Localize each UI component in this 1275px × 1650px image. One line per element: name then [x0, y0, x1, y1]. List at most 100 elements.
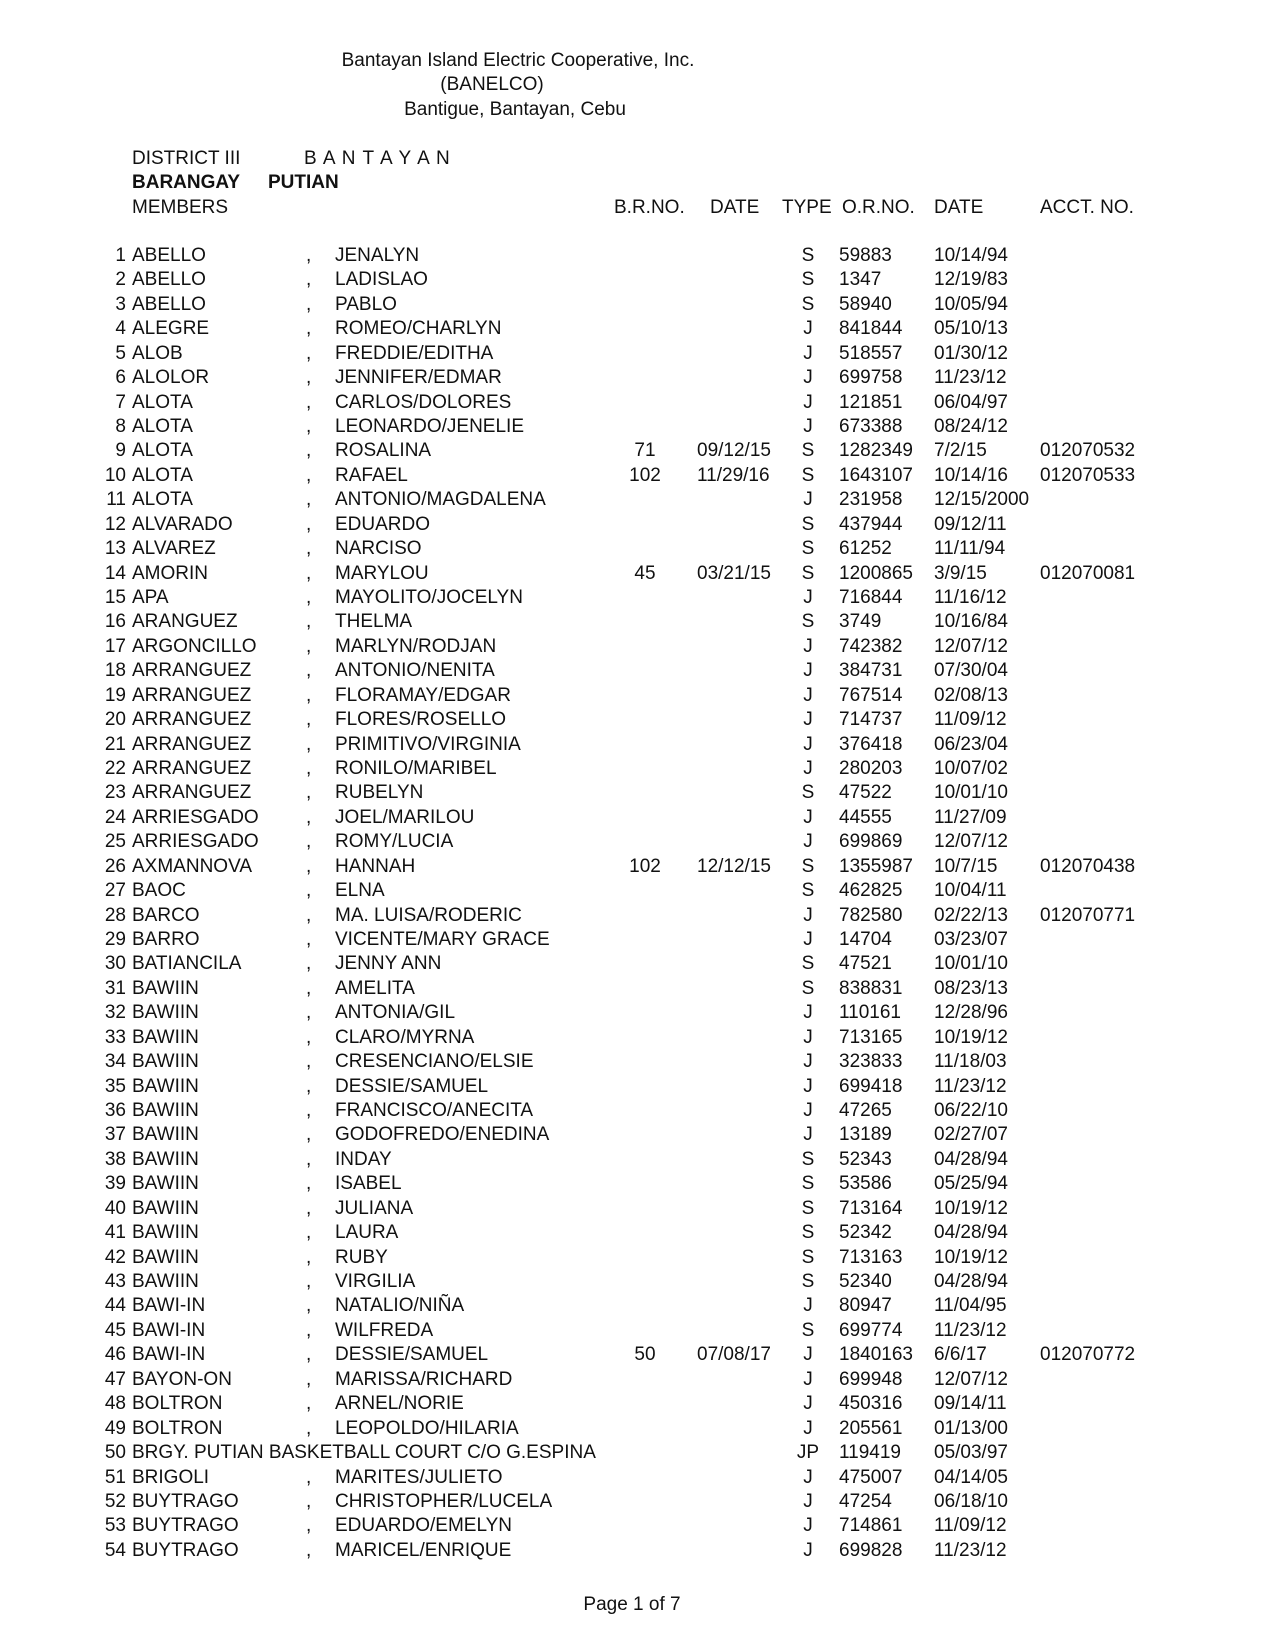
separator-comma: ,: [306, 1148, 312, 1170]
surname: ALOTA: [132, 391, 193, 413]
given-names: PRIMITIVO/VIRGINIA: [335, 733, 521, 755]
or-number: 52343: [839, 1148, 892, 1170]
table-row: 53 BUYTRAGO, EDUARDO/EMELYN J 714861 11/09/12: [0, 1515, 1275, 1539]
member-type: S: [801, 782, 815, 804]
given-names: NATALIO/NIÑA: [335, 1295, 465, 1317]
member-type: S: [801, 269, 815, 291]
row-number: 12: [104, 513, 126, 535]
surname: AMORIN: [132, 562, 208, 584]
member-type: S: [801, 1246, 815, 1268]
surname: ALOB: [132, 342, 183, 364]
table-row: 8 ALOTA, LEONARDO/JENELIE J 673388 08/24/12: [0, 416, 1275, 440]
row-number: 44: [104, 1295, 126, 1317]
member-type: J: [803, 660, 813, 682]
or-date: 10/01/10: [934, 782, 1008, 804]
surname: BAWIIN: [132, 1051, 199, 1073]
table-row: 50 BRGY. PUTIAN BASKETBALL COURT C/O G.ES…: [0, 1442, 1275, 1466]
surname: BAWIIN: [132, 1075, 199, 1097]
given-names: HANNAH: [335, 855, 416, 877]
given-names: DESSIE/SAMUEL: [335, 1075, 489, 1097]
given-names: FLORAMAY/EDGAR: [335, 684, 511, 706]
member-type: J: [803, 587, 813, 609]
given-names: VIRGILIA: [335, 1271, 416, 1293]
row-number: 2: [115, 269, 126, 291]
row-number: 42: [104, 1246, 126, 1268]
surname: BARCO: [132, 904, 200, 926]
member-type: J: [803, 489, 813, 511]
row-number: 43: [104, 1271, 126, 1293]
or-number: 384731: [839, 660, 903, 682]
surname: ALEGRE: [132, 318, 210, 340]
or-number: 80947: [839, 1295, 892, 1317]
surname: ARRANGUEZ: [132, 660, 252, 682]
member-type: S: [801, 880, 815, 902]
given-names: GODOFREDO/ENEDINA: [335, 1124, 550, 1146]
or-number: 716844: [839, 587, 903, 609]
or-date: 11/09/12: [934, 709, 1007, 731]
or-date: 12/07/12: [934, 1368, 1008, 1390]
or-date: 04/28/94: [934, 1148, 1008, 1170]
row-number: 5: [115, 342, 126, 364]
or-date: 10/7/15: [934, 855, 998, 877]
or-date: 06/18/10: [934, 1490, 1008, 1512]
member-type: S: [801, 1271, 815, 1293]
separator-comma: ,: [306, 1539, 312, 1561]
member-type: J: [803, 758, 813, 780]
surname: BAWIIN: [132, 1026, 199, 1048]
given-names: LEOPOLDO/HILARIA: [335, 1417, 519, 1439]
member-type: S: [801, 611, 815, 633]
table-row: 42 BAWIIN, RUBY S 713163 10/19/12: [0, 1247, 1275, 1271]
row-number: 18: [104, 660, 126, 682]
or-date: 10/01/10: [934, 953, 1008, 975]
table-row: 25 ARRIESGADO, ROMY/LUCIA J 699869 12/07/12: [0, 831, 1275, 855]
separator-comma: ,: [306, 977, 312, 999]
or-number: 13189: [839, 1124, 892, 1146]
account-number: 012070772: [1040, 1344, 1136, 1366]
row-number: 36: [104, 1100, 126, 1122]
or-date: 09/12/11: [934, 513, 1007, 535]
surname: AXMANNOVA: [132, 855, 253, 877]
given-names: EDUARDO/EMELYN: [335, 1515, 513, 1537]
table-row: 21 ARRANGUEZ, PRIMITIVO/VIRGINIA J 376418 06/…: [0, 734, 1275, 758]
given-names: DESSIE/SAMUEL: [335, 1344, 489, 1366]
or-number: 699774: [839, 1319, 903, 1341]
given-names: MARITES/JULIETO: [335, 1466, 503, 1488]
table-row: 18 ARRANGUEZ, ANTONIO/NENITA J 384731 07/30/0…: [0, 660, 1275, 684]
separator-comma: ,: [306, 1393, 312, 1415]
table-row: 52 BUYTRAGO, CHRISTOPHER/LUCELA J 47254 06/18…: [0, 1491, 1275, 1515]
table-row: 36 BAWIIN, FRANCISCO/ANECITA J 47265 06/22/10: [0, 1100, 1275, 1124]
or-date: 10/14/94: [934, 245, 1008, 266]
row-number: 25: [104, 831, 126, 853]
separator-comma: ,: [306, 440, 312, 462]
or-date: 02/27/07: [934, 1124, 1008, 1146]
or-date: 11/23/12: [934, 1075, 1007, 1097]
row-number: 30: [104, 953, 126, 975]
separator-comma: ,: [306, 1319, 312, 1341]
table-row: 32 BAWIIN, ANTONIA/GIL J 110161 12/28/96: [0, 1002, 1275, 1026]
or-date: 04/28/94: [934, 1222, 1008, 1244]
given-names: MAYOLITO/JOCELYN: [335, 587, 523, 609]
surname: ABELLO: [132, 269, 206, 291]
row-number: 48: [104, 1393, 126, 1415]
br-number: 45: [634, 562, 656, 584]
account-number: 012070533: [1040, 464, 1136, 486]
row-number: 39: [104, 1173, 126, 1195]
column-header-br-date: DATE: [710, 197, 760, 218]
member-type: S: [801, 513, 815, 535]
or-number: 782580: [839, 904, 903, 926]
separator-comma: ,: [306, 1368, 312, 1390]
given-names: ANTONIO/MAGDALENA: [335, 489, 546, 511]
member-type: J: [803, 1393, 813, 1415]
row-number: 21: [104, 733, 126, 755]
or-number: 47254: [839, 1490, 892, 1512]
or-number: 47521: [839, 953, 892, 975]
member-type: S: [801, 953, 815, 975]
br-date: 07/08/17: [697, 1344, 771, 1366]
or-number: 437944: [839, 513, 903, 535]
member-type: J: [803, 1417, 813, 1439]
row-number: 10: [104, 464, 126, 486]
given-names: AMELITA: [335, 977, 415, 999]
given-names: FREDDIE/EDITHA: [335, 342, 494, 364]
member-type: J: [803, 318, 813, 340]
given-names: VICENTE/MARY GRACE: [335, 929, 550, 951]
